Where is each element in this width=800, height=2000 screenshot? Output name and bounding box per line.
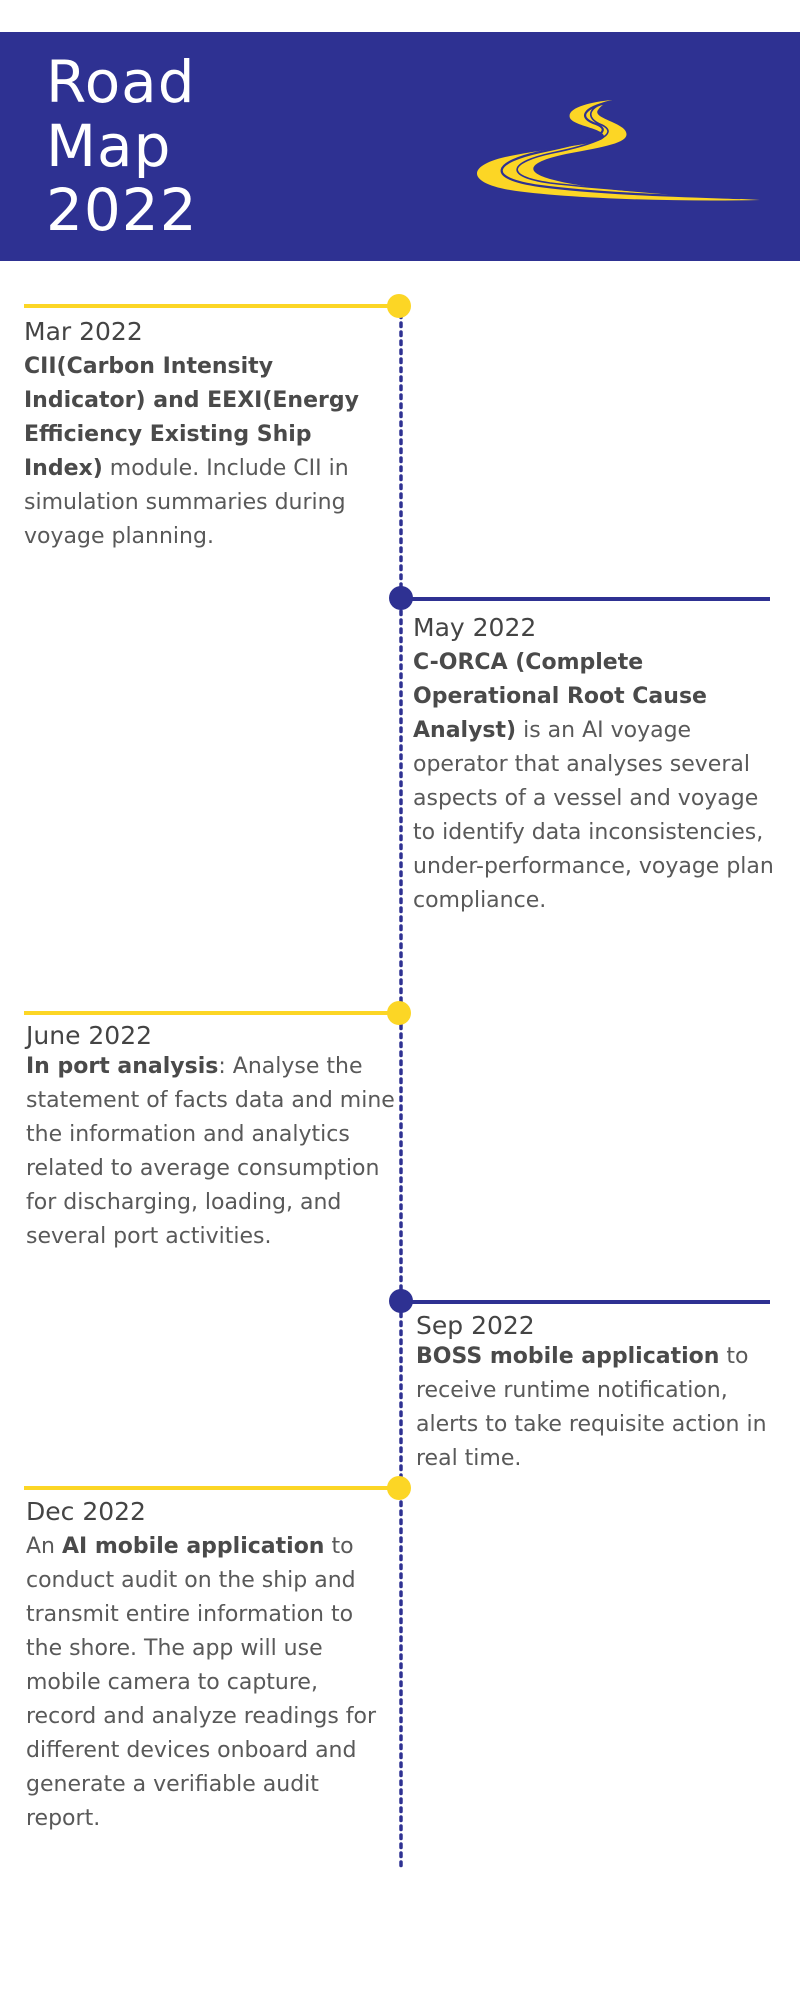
timeline-entry: Dec 2022 An AI mobile application to con… [26, 1496, 388, 1836]
page-title: Road Map 2022 [46, 50, 198, 242]
title-line-2: Map [46, 112, 172, 180]
timeline-axis [399, 305, 403, 1870]
connector-line [400, 1300, 770, 1304]
entry-date: Dec 2022 [26, 1497, 146, 1526]
entry-highlight: CII(Carbon Intensity Indicator) and EEXI… [24, 354, 359, 481]
header-banner: Road Map 2022 [0, 32, 800, 261]
entry-date: Sep 2022 [416, 1311, 535, 1340]
entry-description: C-ORCA (Complete Operational Root Cause … [413, 650, 774, 913]
entry-description: An AI mobile application to conduct audi… [26, 1534, 377, 1831]
entry-highlight: In port analysis [26, 1054, 219, 1079]
timeline-entry: Sep 2022 BOSS mobile application to rece… [416, 1310, 788, 1476]
entry-date: May 2022 [413, 613, 537, 642]
timeline-entry: Mar 2022 CII(Carbon Intensity Indicator)… [24, 316, 384, 554]
connector-line [24, 1011, 402, 1015]
connector-line [400, 597, 770, 601]
entry-highlight: AI mobile application [62, 1534, 325, 1559]
entry-description: CII(Carbon Intensity Indicator) and EEXI… [24, 354, 359, 549]
entry-date: Mar 2022 [24, 317, 143, 346]
road-icon [476, 100, 760, 201]
title-line-3: 2022 [46, 176, 198, 244]
connector-line [24, 1486, 402, 1490]
entry-description: In port analysis: Analyse the statement … [26, 1054, 395, 1249]
timeline-entry: May 2022 C-ORCA (Complete Operational Ro… [413, 612, 785, 918]
entry-highlight: BOSS mobile application [416, 1344, 720, 1369]
title-line-1: Road [46, 48, 196, 116]
entry-description: BOSS mobile application to receive runti… [416, 1344, 767, 1471]
timeline-node [387, 1476, 411, 1500]
entry-highlight: C-ORCA (Complete Operational Root Cause … [413, 650, 707, 743]
timeline-node [387, 1001, 411, 1025]
connector-line [24, 304, 402, 308]
entry-date: June 2022 [26, 1021, 153, 1050]
timeline-entry: June 2022 In port analysis: Analyse the … [26, 1020, 396, 1254]
timeline-node [387, 294, 411, 318]
